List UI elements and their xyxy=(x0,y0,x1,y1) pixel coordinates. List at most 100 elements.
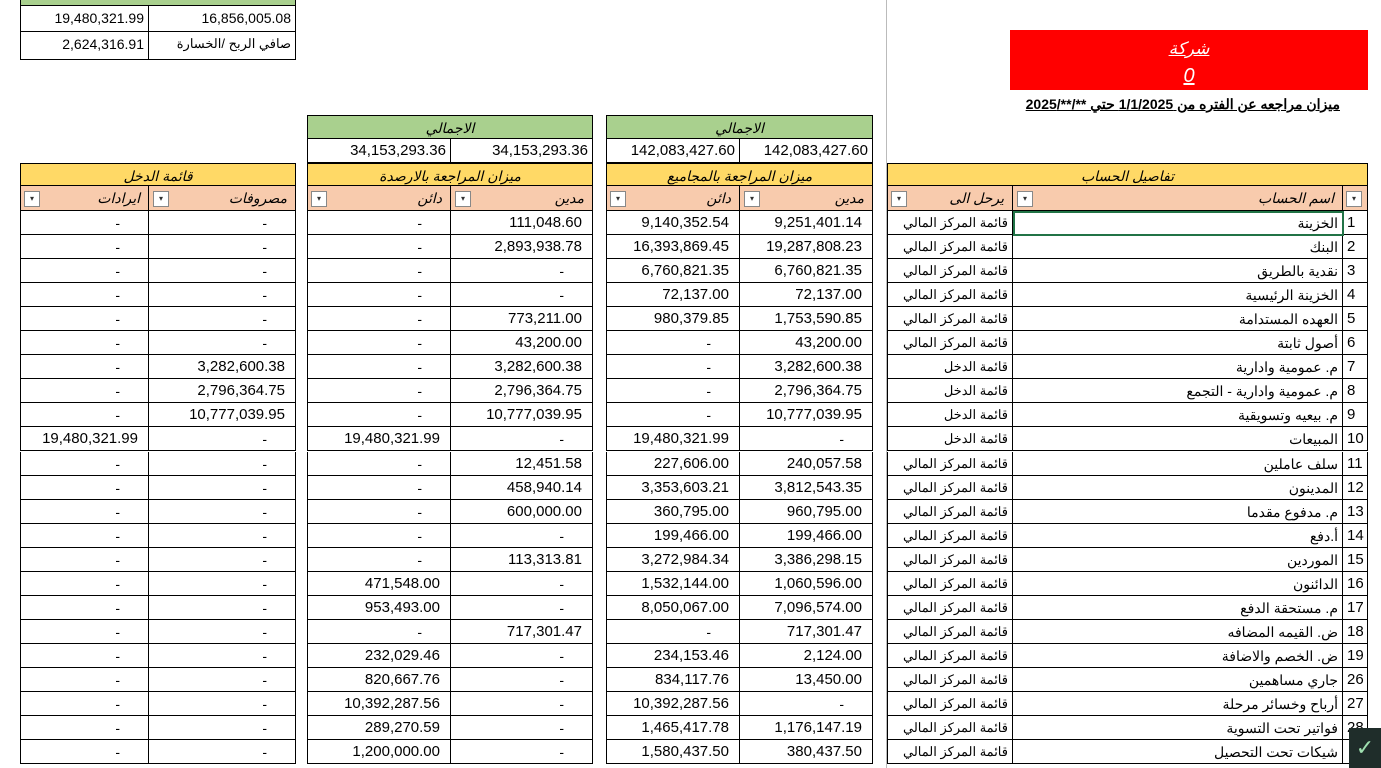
amount-cell: - xyxy=(307,499,451,524)
text-cell: الخزينة الرئيسية xyxy=(1013,283,1343,308)
text-cell: قائمة المركز المالي xyxy=(887,547,1013,572)
amount-cell: - xyxy=(149,499,296,524)
row-number: 11 xyxy=(1343,451,1368,476)
text-cell: قائمة المركز المالي xyxy=(887,716,1013,741)
text-cell: قائمة الدخل xyxy=(887,355,1013,380)
filter-button[interactable]: ▾ xyxy=(1017,191,1033,207)
amount-cell: - xyxy=(307,379,451,404)
amount-cell: 7,096,574.00 xyxy=(740,595,873,620)
amount-cell: - xyxy=(20,379,149,404)
amount-cell: 10,392,287.56 xyxy=(606,692,740,717)
amount-cell: 10,392,287.56 xyxy=(307,692,451,717)
row-number: 26 xyxy=(1343,667,1368,692)
summary-header xyxy=(20,0,296,6)
text-cell: قائمة المركز المالي xyxy=(887,523,1013,548)
amount-cell: 13,450.00 xyxy=(740,667,873,692)
amount-cell: 3,282,600.38 xyxy=(740,355,873,380)
text-cell: قائمة المركز المالي xyxy=(887,283,1013,308)
amount-cell: 1,580,437.50 xyxy=(606,740,740,765)
amount-cell: - xyxy=(149,667,296,692)
filter-button[interactable]: ▾ xyxy=(891,191,907,207)
amount-cell: 111,048.60 xyxy=(451,211,593,236)
amount-cell: - xyxy=(20,619,149,644)
amount-cell: 1,465,417.78 xyxy=(606,716,740,741)
amount-cell: - xyxy=(149,547,296,572)
text-cell: البنك xyxy=(1013,235,1343,260)
section-header: قائمة الدخل xyxy=(20,163,296,186)
amount-cell: - xyxy=(451,667,593,692)
amount-cell: 72,137.00 xyxy=(740,283,873,308)
amount-cell: 289,270.59 xyxy=(307,716,451,741)
amount-cell: 8,050,067.00 xyxy=(606,595,740,620)
amount-cell: 6,760,821.35 xyxy=(740,259,873,284)
amount-cell: - xyxy=(149,211,296,236)
amount-cell: 9,251,401.14 xyxy=(740,211,873,236)
filter-button[interactable]: ▾ xyxy=(311,191,327,207)
company-box xyxy=(1010,30,1368,90)
amount-cell: 1,753,590.85 xyxy=(740,307,873,332)
column-header: ايرادات xyxy=(20,186,149,211)
amount-cell: 43,200.00 xyxy=(451,331,593,356)
amount-cell: 10,777,039.95 xyxy=(451,403,593,428)
row-number: 10 xyxy=(1343,427,1368,452)
amount-cell: - xyxy=(149,307,296,332)
section-header: ميزان المراجعة بالمجاميع xyxy=(606,163,873,186)
amount-cell: 12,451.58 xyxy=(451,451,593,476)
amount-cell: - xyxy=(20,259,149,284)
amount-cell: 199,466.00 xyxy=(606,523,740,548)
amount-cell: - xyxy=(606,379,740,404)
amount-cell: - xyxy=(20,283,149,308)
filter-button[interactable]: ▾ xyxy=(744,191,760,207)
row-number: 8 xyxy=(1343,379,1368,404)
status-icon[interactable]: ✓ xyxy=(1349,728,1381,768)
company-value: 0 xyxy=(1183,65,1195,87)
row-number: 9 xyxy=(1343,403,1368,428)
row-number: 15 xyxy=(1343,547,1368,572)
summary-cell: 19,480,321.99 xyxy=(20,6,149,32)
text-cell: أرباح وخسائر مرحلة xyxy=(1013,692,1343,717)
amount-cell: - xyxy=(451,716,593,741)
amount-cell: 19,480,321.99 xyxy=(307,427,451,452)
text-cell: قائمة المركز المالي xyxy=(887,475,1013,500)
amount-cell: - xyxy=(307,451,451,476)
text-cell: قائمة الدخل xyxy=(887,427,1013,452)
amount-cell: - xyxy=(606,619,740,644)
filter-button[interactable]: ▾ xyxy=(1346,191,1362,207)
row-number: 3 xyxy=(1343,259,1368,284)
filter-button[interactable]: ▾ xyxy=(610,191,626,207)
amount-cell: - xyxy=(307,355,451,380)
text-cell: قائمة المركز المالي xyxy=(887,211,1013,236)
text-cell: الخزينة xyxy=(1013,211,1343,236)
filter-button[interactable]: ▾ xyxy=(153,191,169,207)
text-cell: جاري مساهمين xyxy=(1013,667,1343,692)
text-cell: قائمة المركز المالي xyxy=(887,499,1013,524)
amount-cell: - xyxy=(20,667,149,692)
amount-cell: 773,211.00 xyxy=(451,307,593,332)
company-name: شركة xyxy=(1168,39,1210,58)
row-number: 16 xyxy=(1343,571,1368,596)
amount-cell: - xyxy=(149,523,296,548)
text-cell: قائمة المركز المالي xyxy=(887,740,1013,765)
row-number: 6 xyxy=(1343,331,1368,356)
filter-button[interactable]: ▾ xyxy=(24,191,40,207)
text-cell: قائمة الدخل xyxy=(887,403,1013,428)
amount-cell: 1,532,144.00 xyxy=(606,571,740,596)
filter-button[interactable]: ▾ xyxy=(455,191,471,207)
amount-cell: - xyxy=(20,716,149,741)
amount-cell: 1,200,000.00 xyxy=(307,740,451,765)
amount-cell: - xyxy=(606,355,740,380)
amount-cell: 6,760,821.35 xyxy=(606,259,740,284)
amount-cell: - xyxy=(307,235,451,260)
total: 142,083,427.60 xyxy=(740,139,873,163)
amount-cell: - xyxy=(149,283,296,308)
text-cell: قائمة المركز المالي xyxy=(887,619,1013,644)
amount-cell: - xyxy=(20,523,149,548)
amount-cell: 113,313.81 xyxy=(451,547,593,572)
text-cell: ض. الخصم والاضافة xyxy=(1013,643,1343,668)
text-cell: ض. القيمه المضافه xyxy=(1013,619,1343,644)
text-cell: قائمة المركز المالي xyxy=(887,692,1013,717)
row-number: 18 xyxy=(1343,619,1368,644)
text-cell: قائمة المركز المالي xyxy=(887,595,1013,620)
text-cell: المدينون xyxy=(1013,475,1343,500)
